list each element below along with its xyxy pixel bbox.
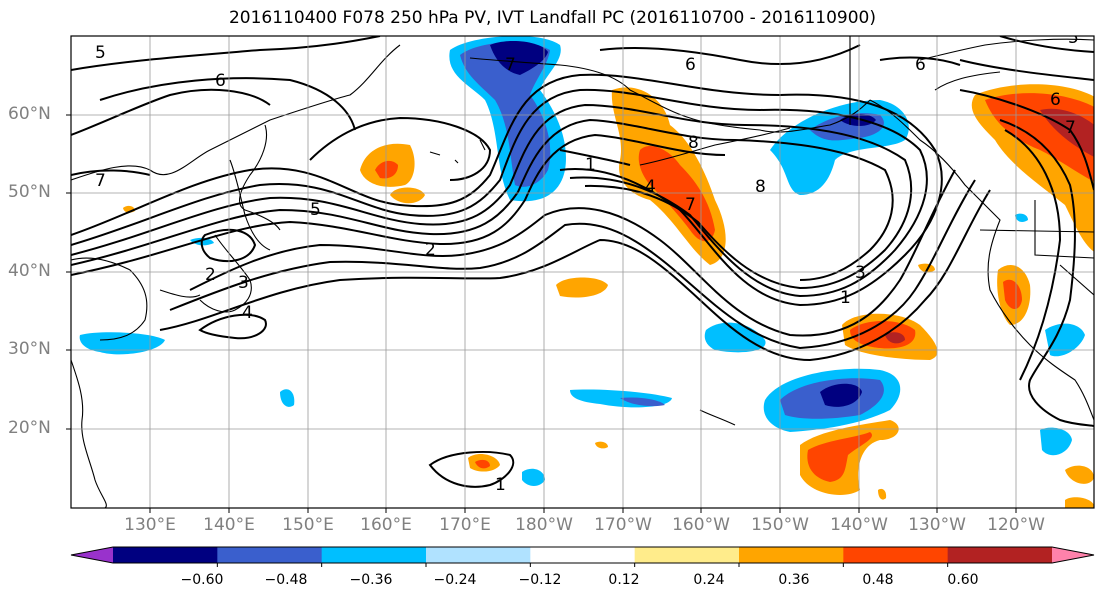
contour-label: 5 [310,200,321,220]
lon-label: 120°W [987,515,1045,535]
lon-label: 180°W [515,515,573,535]
anomaly-fills [79,36,1094,508]
gridlines [71,36,1094,508]
lon-label: 130°E [124,515,176,535]
contour-label: 6 [915,55,926,75]
lon-label: 170°W [594,515,652,535]
colorbar-tick-label: −0.60 [180,572,224,588]
contour-label: 7 [1065,118,1076,138]
colorbar-tick-label: 0.36 [778,572,810,588]
colorbar-tick-label: −0.24 [433,572,477,588]
contour-label: 7 [505,55,516,75]
colorbar-extend-min [71,547,113,563]
contour-label: 3 [855,263,866,283]
contour-label: 2 [425,240,436,260]
contour-label: 1 [585,155,596,175]
lon-label: 140°E [203,515,255,535]
lat-label: 30°N [8,339,51,359]
colorbar-swatch [113,547,218,563]
lon-label: 150°E [282,515,334,535]
colorbar-swatch [530,547,636,563]
colorbar-swatch [217,547,323,563]
colorbar-tick-label: 0.24 [693,572,725,588]
contour-label: 4 [242,303,253,323]
colorbar-tick-label: −0.12 [518,572,562,588]
contour-label: 8 [755,177,766,197]
colorbar-swatch [426,547,531,563]
contour-label: 5 [1068,28,1079,48]
lat-label: 40°N [8,261,51,281]
map-title: 2016110400 F078 250 hPa PV, IVT Landfall… [228,8,876,28]
pv-contours [71,36,1094,488]
lat-label: 60°N [8,104,51,124]
lon-label: 160°W [672,515,730,535]
colorbar-tick-label: 0.48 [862,572,894,588]
contour-label: 7 [95,171,106,191]
colorbar-extend-max [1052,547,1094,563]
contour-label: 5 [95,43,106,63]
lat-label: 20°N [8,418,51,438]
contour-label: 4 [645,177,656,197]
contour-label: 3 [238,273,249,293]
colorbar-swatch [321,547,427,563]
contour-label: 1 [495,475,506,495]
lon-label: 170°E [439,515,491,535]
contour-label: 6 [215,71,226,91]
colorbar-swatch [739,547,844,563]
contour-labels: 5 6 7 5 7 6 6 7 8 5 2 2 3 4 1 3 1 8 7 6 … [95,28,1079,495]
contour-label: 2 [205,265,216,285]
contour-label: 6 [685,55,696,75]
contour-label: 8 [688,133,699,153]
lon-label: 140°W [830,515,888,535]
colorbar-tick-label: 0.60 [947,572,979,588]
lon-label: 130°W [908,515,966,535]
lat-label: 50°N [8,182,51,202]
colorbar-tick-label: −0.48 [264,572,308,588]
colorbar-tick-label: 0.12 [608,572,640,588]
lon-label: 150°W [751,515,809,535]
contour-label: 1 [840,288,851,308]
colorbar-swatch [947,547,1053,563]
colorbar-swatch [634,547,740,563]
colorbar [70,546,1095,567]
contour-label: 6 [1050,90,1061,110]
lon-label: 160°E [360,515,412,535]
colorbar-outline [70,546,1095,564]
contour-label: 7 [685,195,696,215]
colorbar-swatch [843,547,949,563]
colorbar-tick-label: −0.36 [349,572,393,588]
